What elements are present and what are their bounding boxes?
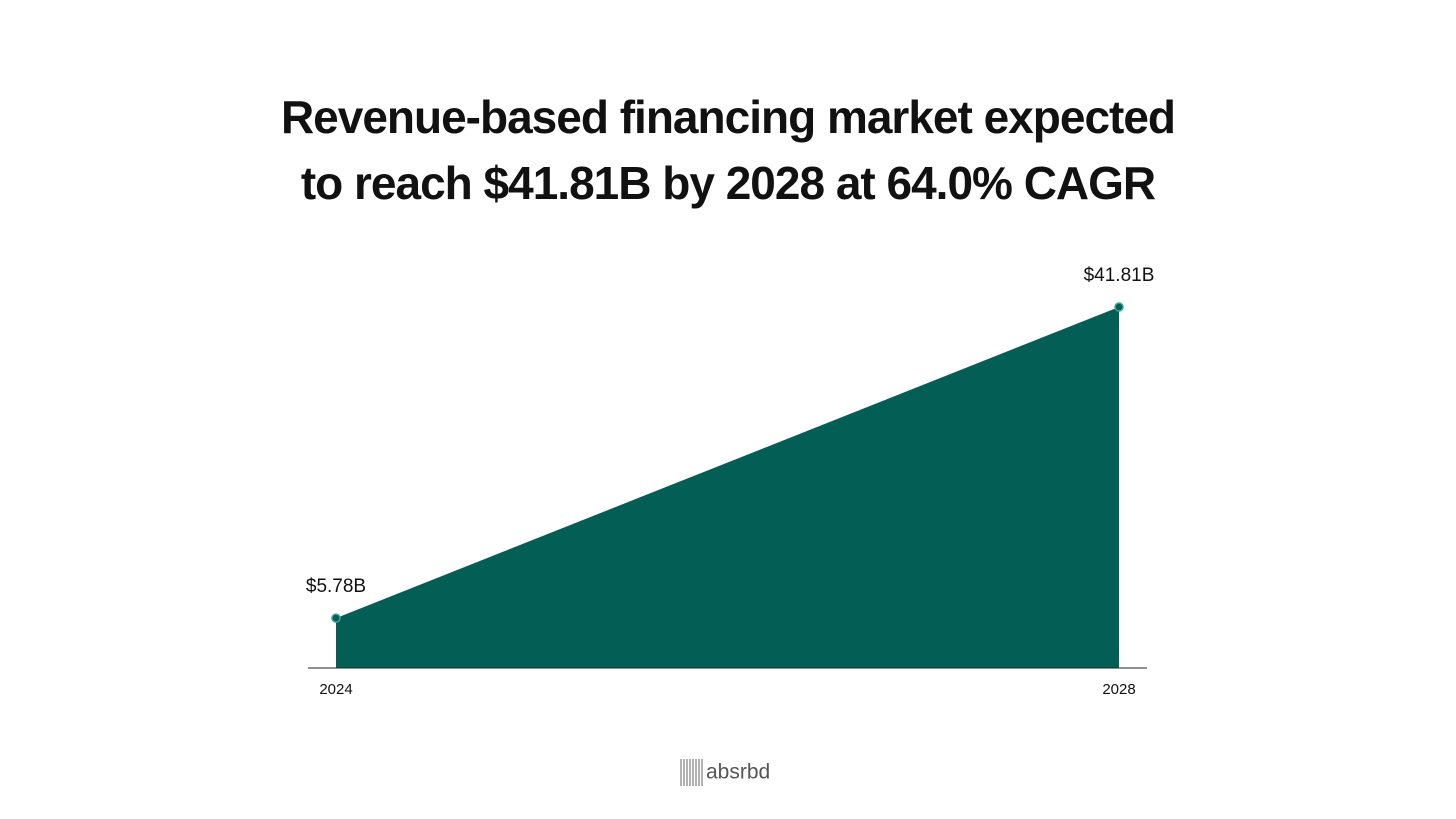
logo-icon (680, 759, 703, 786)
x-tick-label: 2024 (319, 681, 352, 698)
data-point (331, 613, 341, 623)
value-label: $41.81B (1084, 265, 1155, 286)
logo-text: absrbd (706, 761, 770, 784)
area (336, 307, 1119, 668)
value-label: $5.78B (306, 576, 366, 597)
chart-title: Revenue-based financing market expected … (280, 91, 1176, 209)
x-tick-label: 2028 (1102, 681, 1135, 698)
data-point (1114, 302, 1124, 312)
